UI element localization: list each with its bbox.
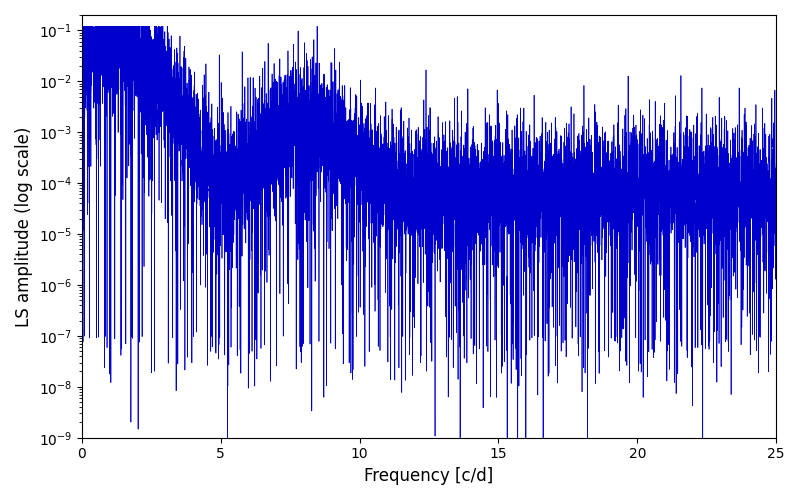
X-axis label: Frequency [c/d]: Frequency [c/d] xyxy=(364,467,494,485)
Y-axis label: LS amplitude (log scale): LS amplitude (log scale) xyxy=(15,126,33,326)
